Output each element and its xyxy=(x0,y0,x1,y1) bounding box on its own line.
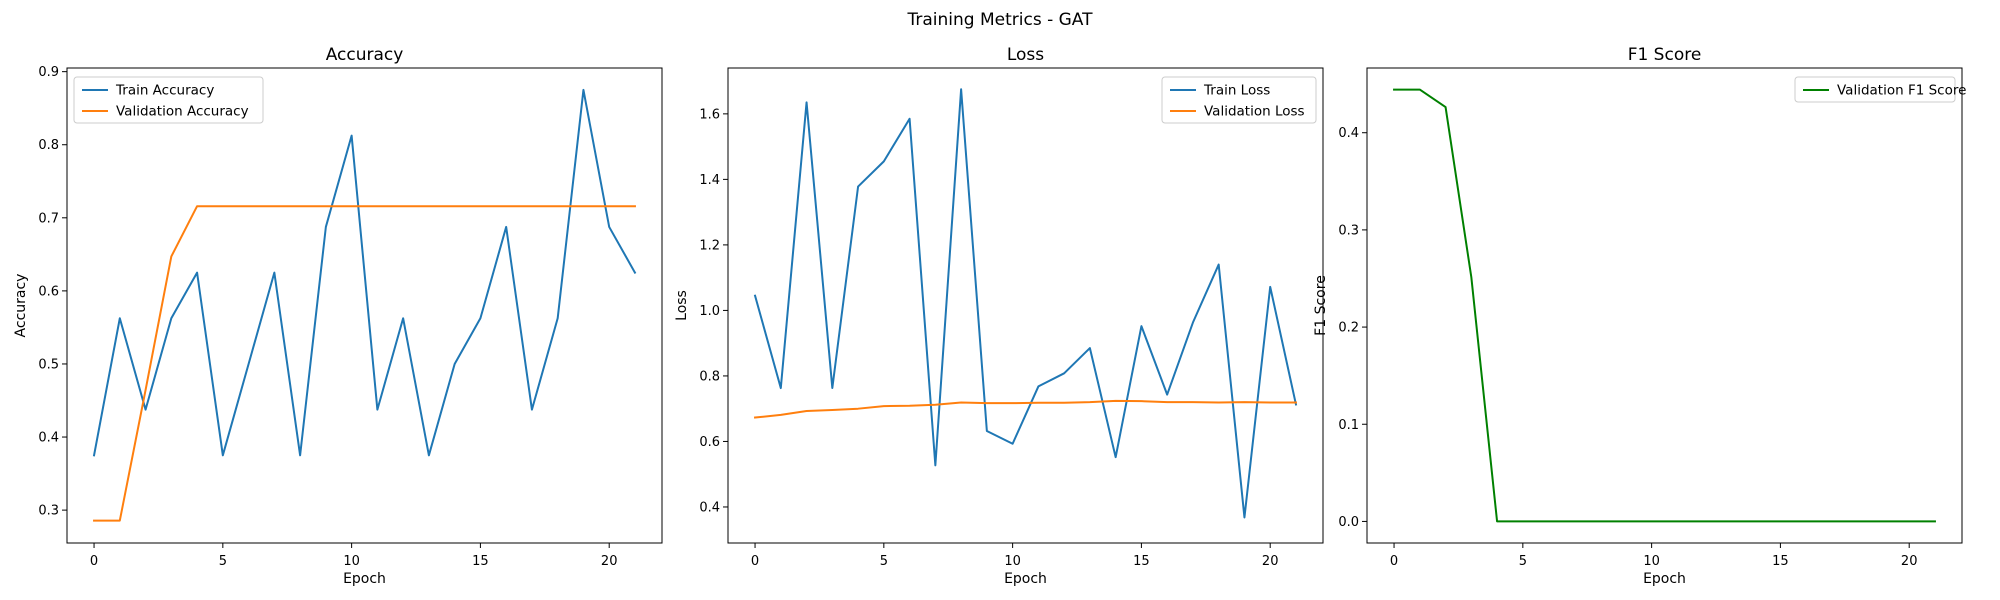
accuracy-y-tick-label: 0.3 xyxy=(38,504,59,519)
accuracy-series-group xyxy=(92,88,637,522)
f1-x-tick-label: 0 xyxy=(1390,554,1398,569)
accuracy-y-tick-label: 0.7 xyxy=(38,211,59,226)
f1-y-tick-label: 0.3 xyxy=(1338,223,1359,238)
accuracy-legend-box xyxy=(73,76,264,124)
accuracy-x-tick-label: 10 xyxy=(343,554,360,569)
loss-y-tick-label: 1.2 xyxy=(699,238,720,253)
loss-legend-label: Validation Loss xyxy=(1204,104,1305,120)
loss-x-tick-label: 20 xyxy=(1262,554,1279,569)
f1-title: F1 Score xyxy=(1628,45,1702,65)
accuracy-legend-label: Train Accuracy xyxy=(115,83,214,99)
loss-x-tick-label: 5 xyxy=(880,554,888,569)
loss-y-tick-label: 1.6 xyxy=(699,107,720,122)
accuracy-y-tick-label: 0.8 xyxy=(38,138,59,153)
accuracy-plot-area xyxy=(67,68,662,543)
accuracy-x-axis-label: Epoch xyxy=(343,571,386,587)
loss-x-tick-label: 15 xyxy=(1133,554,1150,569)
accuracy-series-line-1 xyxy=(92,88,637,457)
loss-title: Loss xyxy=(1007,45,1044,65)
f1-y-tick-label: 0.1 xyxy=(1338,418,1359,433)
subplot-group: 0 5 10 15 20 0.3 0.4 0.5 0.6 0.7 0.8 0.9 Accuracy Epo… xyxy=(13,45,1966,587)
loss-series-group xyxy=(753,88,1298,519)
f1-series-line-1 xyxy=(1393,88,1936,523)
accuracy-y-tick-label: 0.4 xyxy=(38,431,59,446)
accuracy-x-tick-label: 5 xyxy=(219,554,227,569)
loss-y-tick-label: 0.4 xyxy=(699,500,720,515)
f1-x-tick-label: 5 xyxy=(1519,554,1527,569)
f1-axes-frame xyxy=(1366,67,1963,544)
loss-y-axis-label: Loss xyxy=(674,290,690,321)
accuracy-x-tick-label: 20 xyxy=(601,554,618,569)
loss-series-line-2 xyxy=(753,399,1297,419)
accuracy-series-line-2 xyxy=(93,205,636,522)
f1-y-tick-label: 0.4 xyxy=(1338,126,1359,141)
accuracy-x-tick-label: 0 xyxy=(90,554,98,569)
accuracy-legend: Train Accuracy Validation Accuracy xyxy=(73,76,264,124)
loss-plot-area xyxy=(728,68,1323,543)
f1-y-tick-label: 0.2 xyxy=(1338,321,1359,336)
loss-y-tick-label: 1.0 xyxy=(699,304,720,319)
figure-title: Training Metrics - GAT xyxy=(907,10,1094,30)
f1-y-tick-label: 0.0 xyxy=(1338,515,1359,530)
accuracy-y-tick-label: 0.9 xyxy=(38,65,59,80)
loss-series-line-1 xyxy=(753,88,1298,519)
f1-legend: Validation F1 Score xyxy=(1794,76,1966,103)
accuracy-y-tick-label: 0.5 xyxy=(38,357,59,372)
accuracy-y-tick-label: 0.6 xyxy=(38,284,59,299)
f1-plot-area xyxy=(1367,68,1962,543)
accuracy-legend-label: Validation Accuracy xyxy=(116,104,249,120)
accuracy-axes-frame xyxy=(66,67,663,544)
loss-y-tick-label: 0.6 xyxy=(699,435,720,450)
f1-x-axis-label: Epoch xyxy=(1643,571,1686,587)
f1-x-tick-label: 15 xyxy=(1772,554,1789,569)
loss-y-tick-label: 1.4 xyxy=(699,173,720,188)
f1-x-tick-label: 10 xyxy=(1643,554,1660,569)
loss-subplot: 0 5 10 15 20 0.4 0.6 0.8 1.0 1.2 1.4 1.6 Loss Epoch Lo… xyxy=(674,45,1324,587)
f1-y-axis-label: F1 Score xyxy=(1313,275,1329,336)
accuracy-x-tick-label: 15 xyxy=(472,554,489,569)
loss-y-tick-label: 0.8 xyxy=(699,369,720,384)
accuracy-title: Accuracy xyxy=(326,45,404,65)
loss-legend-box xyxy=(1161,76,1317,124)
loss-axes-frame xyxy=(727,67,1324,544)
f1-legend-label: Validation F1 Score xyxy=(1837,83,1966,99)
f1-series-group xyxy=(1393,88,1936,523)
f1-legend-box xyxy=(1794,76,1956,103)
f1-subplot: 0 5 10 15 20 0.0 0.1 0.2 0.3 0.4 F1 Score Epoch F1 S… xyxy=(1313,45,1966,587)
f1-x-tick-label: 20 xyxy=(1901,554,1918,569)
loss-x-tick-label: 10 xyxy=(1004,554,1021,569)
loss-x-tick-label: 0 xyxy=(751,554,759,569)
loss-legend: Train Loss Validation Loss xyxy=(1161,76,1317,124)
accuracy-subplot: 0 5 10 15 20 0.3 0.4 0.5 0.6 0.7 0.8 0.9 Accuracy Epo… xyxy=(13,45,663,587)
loss-legend-label: Train Loss xyxy=(1203,83,1270,99)
loss-x-axis-label: Epoch xyxy=(1004,571,1047,587)
accuracy-y-axis-label: Accuracy xyxy=(13,274,29,338)
